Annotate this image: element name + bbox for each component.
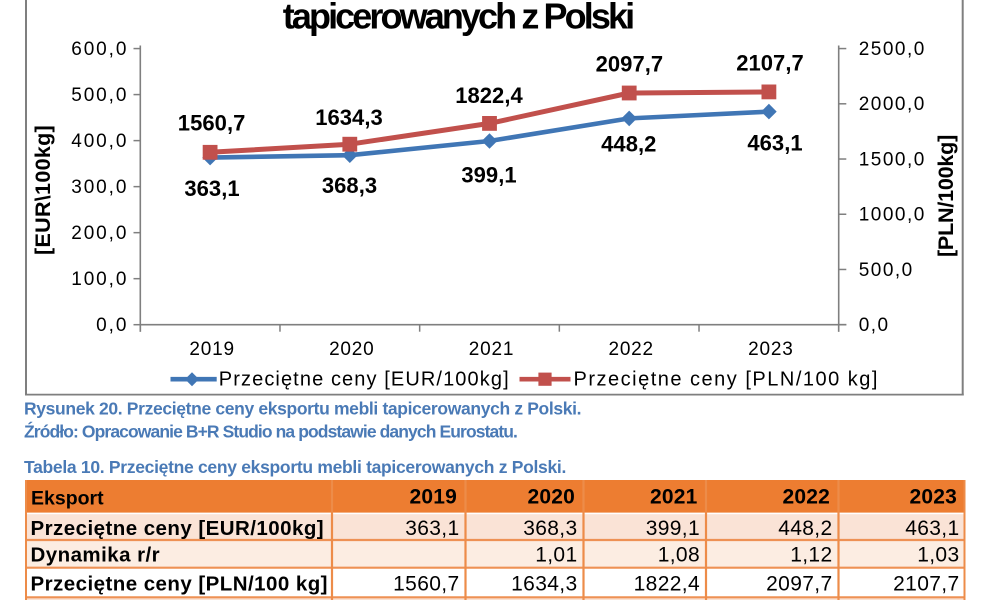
svg-text:Eksport: Eksport xyxy=(31,488,104,510)
svg-text:1822,4: 1822,4 xyxy=(634,572,700,595)
svg-text:2019: 2019 xyxy=(189,339,234,360)
svg-text:2023: 2023 xyxy=(909,486,957,509)
svg-text:600,0: 600,0 xyxy=(71,39,128,60)
svg-text:1000,0: 1000,0 xyxy=(859,205,926,226)
svg-text:Przeciętne ceny [PLN/100 kg]: Przeciętne ceny [PLN/100 kg] xyxy=(31,572,328,595)
svg-text:[EUR\100kg]: [EUR\100kg] xyxy=(31,125,55,255)
svg-text:448,2: 448,2 xyxy=(601,132,656,157)
svg-text:0,0: 0,0 xyxy=(96,315,128,336)
svg-text:1560,7: 1560,7 xyxy=(178,111,246,136)
svg-text:500,0: 500,0 xyxy=(71,85,128,106)
svg-text:100,0: 100,0 xyxy=(71,269,128,290)
svg-text:2000,0: 2000,0 xyxy=(859,94,926,115)
svg-text:1,03: 1,03 xyxy=(917,544,959,567)
svg-text:1560,7: 1560,7 xyxy=(393,572,459,595)
svg-text:[PLN/100kg]: [PLN/100kg] xyxy=(934,135,958,257)
svg-text:2022: 2022 xyxy=(782,486,830,509)
svg-text:2097,7: 2097,7 xyxy=(766,572,832,595)
svg-text:463,1: 463,1 xyxy=(905,517,959,540)
svg-text:1,08: 1,08 xyxy=(658,544,700,567)
svg-text:Źródło: Opracowanie B+R Studio: Źródło: Opracowanie B+R Studio na podsta… xyxy=(24,421,517,442)
svg-text:2023: 2023 xyxy=(748,339,793,360)
svg-text:2020: 2020 xyxy=(329,339,374,360)
svg-text:1,01: 1,01 xyxy=(535,544,577,567)
svg-text:Przeciętne ceny [EUR/100kg]: Przeciętne ceny [EUR/100kg] xyxy=(219,368,510,390)
svg-text:Przeciętne ceny [EUR/100kg]: Przeciętne ceny [EUR/100kg] xyxy=(31,517,325,540)
svg-text:368,3: 368,3 xyxy=(523,517,577,540)
svg-text:2107,7: 2107,7 xyxy=(893,572,959,595)
svg-text:tapicerowanych z Polski: tapicerowanych z Polski xyxy=(283,0,633,37)
svg-text:Przeciętne ceny [PLN/100 kg]: Przeciętne ceny [PLN/100 kg] xyxy=(574,368,879,390)
svg-text:2500,0: 2500,0 xyxy=(859,39,926,60)
svg-text:2021: 2021 xyxy=(650,486,698,509)
svg-text:2107,7: 2107,7 xyxy=(736,50,804,75)
svg-text:200,0: 200,0 xyxy=(71,223,128,244)
svg-text:448,2: 448,2 xyxy=(778,517,832,540)
svg-text:1,12: 1,12 xyxy=(790,544,832,567)
svg-text:399,1: 399,1 xyxy=(461,163,516,188)
svg-text:0,0: 0,0 xyxy=(859,315,890,336)
svg-text:2021: 2021 xyxy=(469,339,514,360)
svg-text:1634,3: 1634,3 xyxy=(511,572,577,595)
svg-text:500,0: 500,0 xyxy=(859,260,914,281)
svg-text:1822,4: 1822,4 xyxy=(455,83,523,108)
svg-text:363,1: 363,1 xyxy=(184,176,239,201)
svg-text:2097,7: 2097,7 xyxy=(596,52,664,77)
svg-text:363,1: 363,1 xyxy=(405,517,459,540)
svg-text:300,0: 300,0 xyxy=(71,177,128,198)
svg-text:399,1: 399,1 xyxy=(646,517,700,540)
svg-text:Dynamika r/r: Dynamika r/r xyxy=(31,543,161,566)
svg-text:463,1: 463,1 xyxy=(747,130,802,155)
svg-text:400,0: 400,0 xyxy=(71,131,128,152)
svg-text:2022: 2022 xyxy=(608,339,653,360)
svg-text:2020: 2020 xyxy=(527,486,575,509)
svg-text:368,3: 368,3 xyxy=(322,173,377,198)
svg-text:2019: 2019 xyxy=(409,486,457,509)
svg-text:1500,0: 1500,0 xyxy=(859,149,926,170)
svg-text:Tabela 10. Przeciętne ceny eks: Tabela 10. Przeciętne ceny eksportu mebl… xyxy=(24,457,566,477)
svg-text:Rysunek 20. Przeciętne ceny ek: Rysunek 20. Przeciętne ceny eksportu meb… xyxy=(24,399,581,419)
svg-text:1634,3: 1634,3 xyxy=(315,105,383,130)
